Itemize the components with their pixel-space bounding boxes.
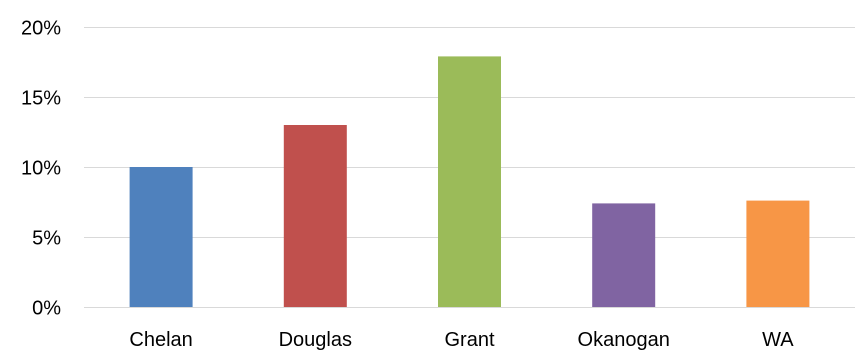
x-tick-label-okanogan: Okanogan bbox=[578, 329, 670, 351]
bars bbox=[129, 56, 810, 308]
x-axis-tick-labels: Chelan Douglas Grant Okanogan WA bbox=[129, 329, 794, 351]
y-tick-label: 5% bbox=[32, 228, 61, 250]
x-tick-label-grant: Grant bbox=[444, 329, 494, 351]
x-tick-label-chelan: Chelan bbox=[129, 329, 192, 351]
y-tick-label: 0% bbox=[32, 298, 61, 320]
y-tick-label: 20% bbox=[21, 18, 61, 40]
bar-okanogan bbox=[592, 203, 656, 307]
bar-douglas bbox=[283, 125, 347, 307]
x-tick-label-douglas: Douglas bbox=[279, 329, 352, 351]
y-tick-label: 15% bbox=[21, 88, 61, 110]
bar-wa bbox=[746, 200, 810, 307]
x-tick-label-wa: WA bbox=[762, 329, 794, 351]
bar-chelan bbox=[129, 167, 193, 307]
bar-grant bbox=[438, 56, 501, 308]
y-tick-label: 10% bbox=[21, 158, 61, 180]
y-axis-tick-labels: 0% 5% 10% 15% 20% bbox=[21, 18, 61, 320]
